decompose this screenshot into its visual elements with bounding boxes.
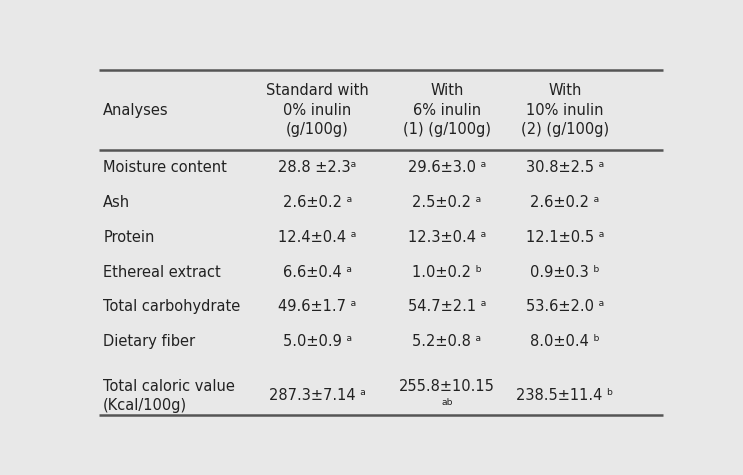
Text: 6.6±0.4 ᵃ: 6.6±0.4 ᵃ: [283, 265, 352, 280]
Text: 29.6±3.0 ᵃ: 29.6±3.0 ᵃ: [408, 160, 486, 175]
Text: Ethereal extract: Ethereal extract: [103, 265, 221, 280]
Text: 255.8±10.15
ᵃᵇ: 255.8±10.15 ᵃᵇ: [399, 379, 495, 413]
Text: 30.8±2.5 ᵃ: 30.8±2.5 ᵃ: [526, 160, 604, 175]
Text: Dietary fiber: Dietary fiber: [103, 334, 195, 349]
Text: 12.3±0.4 ᵃ: 12.3±0.4 ᵃ: [408, 230, 486, 245]
Text: 0.9±0.3 ᵇ: 0.9±0.3 ᵇ: [531, 265, 600, 280]
Text: With
10% inulin
(2) (g/100g): With 10% inulin (2) (g/100g): [521, 83, 609, 137]
Text: 8.0±0.4 ᵇ: 8.0±0.4 ᵇ: [531, 334, 600, 349]
Text: 287.3±7.14 ᵃ: 287.3±7.14 ᵃ: [269, 389, 366, 403]
Text: 54.7±2.1 ᵃ: 54.7±2.1 ᵃ: [408, 299, 486, 314]
Text: 5.0±0.9 ᵃ: 5.0±0.9 ᵃ: [283, 334, 352, 349]
Text: 238.5±11.4 ᵇ: 238.5±11.4 ᵇ: [516, 389, 614, 403]
Text: Protein: Protein: [103, 230, 155, 245]
Text: Total caloric value
(Kcal/100g): Total caloric value (Kcal/100g): [103, 379, 235, 413]
Text: 28.8 ±2.3ᵃ: 28.8 ±2.3ᵃ: [279, 160, 357, 175]
Text: 1.0±0.2 ᵇ: 1.0±0.2 ᵇ: [412, 265, 482, 280]
Text: 2.6±0.2 ᵃ: 2.6±0.2 ᵃ: [531, 195, 600, 210]
Text: Total carbohydrate: Total carbohydrate: [103, 299, 241, 314]
Text: 12.4±0.4 ᵃ: 12.4±0.4 ᵃ: [279, 230, 357, 245]
Text: Standard with
0% inulin
(g/100g): Standard with 0% inulin (g/100g): [266, 83, 369, 137]
Text: 5.2±0.8 ᵃ: 5.2±0.8 ᵃ: [412, 334, 481, 349]
Text: 53.6±2.0 ᵃ: 53.6±2.0 ᵃ: [526, 299, 604, 314]
Text: Ash: Ash: [103, 195, 130, 210]
Text: Analyses: Analyses: [103, 103, 169, 117]
Text: With
6% inulin
(1) (g/100g): With 6% inulin (1) (g/100g): [403, 83, 491, 137]
Text: 2.6±0.2 ᵃ: 2.6±0.2 ᵃ: [283, 195, 352, 210]
Text: 2.5±0.2 ᵃ: 2.5±0.2 ᵃ: [412, 195, 481, 210]
Text: 12.1±0.5 ᵃ: 12.1±0.5 ᵃ: [526, 230, 604, 245]
Text: 49.6±1.7 ᵃ: 49.6±1.7 ᵃ: [279, 299, 357, 314]
Text: Moisture content: Moisture content: [103, 160, 227, 175]
